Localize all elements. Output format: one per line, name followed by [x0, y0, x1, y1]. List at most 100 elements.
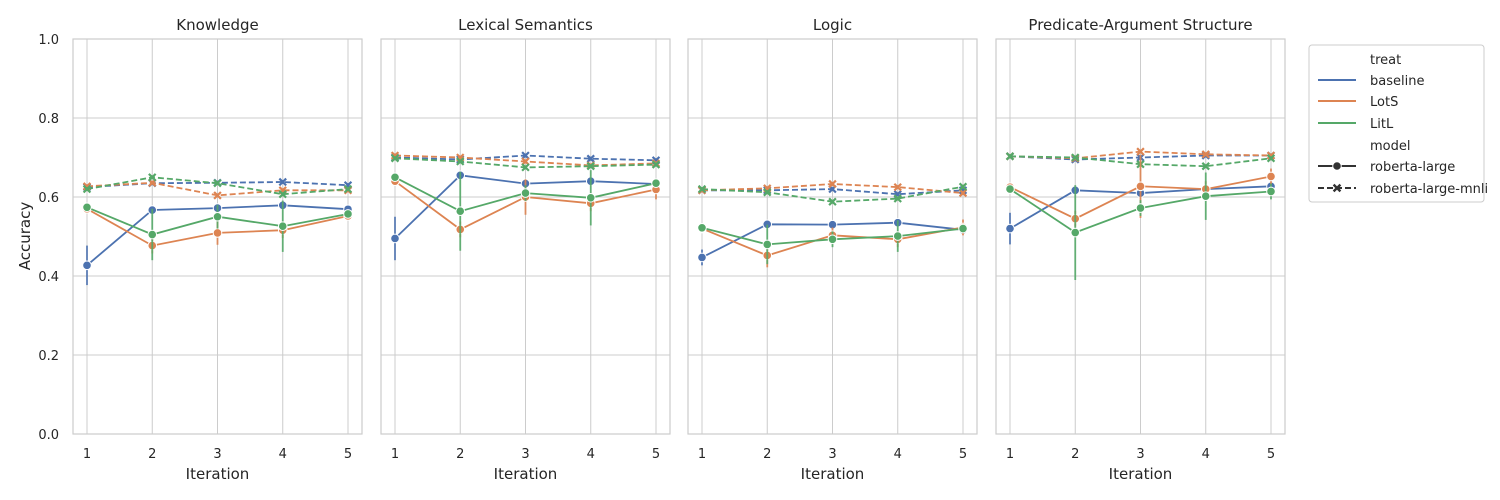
data-point [278, 190, 287, 199]
panel-0: Knowledge 1 2 3 4 5 Iteration 0.0 0.2 0.4 0.6 0.8 1.… [38, 16, 363, 483]
data-point [1266, 171, 1276, 182]
data-point [828, 197, 837, 206]
data-point [82, 202, 92, 213]
data-point [1005, 152, 1015, 161]
x-tick-label: 5 [344, 447, 352, 462]
x-tick-label: 3 [1136, 447, 1144, 462]
data-point [1005, 223, 1015, 234]
data-point [1266, 186, 1276, 197]
data-point [958, 223, 968, 234]
legend-label: roberta-large [1370, 160, 1455, 175]
legend-marker [1332, 161, 1342, 171]
data-point [1266, 151, 1276, 160]
data-point [390, 233, 400, 244]
y-tick-label: 1.0 [38, 33, 59, 48]
data-point [893, 182, 902, 192]
y-axis-label: Accuracy [16, 202, 34, 271]
data-point [697, 223, 707, 233]
legend-label: LotS [1370, 95, 1398, 110]
legend-title-model: model [1370, 139, 1410, 154]
x-tick-label: 2 [763, 447, 771, 462]
data-point [520, 188, 531, 198]
data-point [148, 173, 157, 182]
panel-frame [995, 38, 1286, 435]
x-tick-label: 1 [83, 447, 91, 462]
data-point [82, 184, 92, 194]
x-tick-label: 4 [279, 447, 287, 462]
series-LitL-roberta-large-mnli [82, 173, 353, 199]
data-point [892, 231, 903, 241]
panel-frame [72, 38, 363, 435]
data-point [147, 229, 158, 240]
data-point [343, 209, 353, 219]
legend-frame [1308, 44, 1485, 203]
legend-title-treat: treat [1370, 53, 1401, 68]
data-point [521, 163, 530, 172]
data-point [651, 160, 661, 169]
y-tick-label: 0.6 [38, 191, 59, 206]
y-tick-label: 0.4 [38, 270, 59, 285]
x-axis-label: Iteration [494, 465, 558, 483]
panel-3: Predicate-Argument Structure 1 2 3 4 5 Iterati… [995, 16, 1286, 483]
data-point [958, 188, 968, 198]
x-axis-label: Iteration [1109, 465, 1173, 483]
data-point [828, 179, 837, 189]
data-point [212, 228, 223, 238]
series-LitL-roberta-large [82, 200, 353, 261]
panel-frame [687, 38, 978, 435]
data-point [213, 191, 222, 200]
x-tick-label: 3 [213, 447, 221, 462]
x-tick-label: 2 [148, 447, 156, 462]
data-point [212, 211, 223, 222]
data-point [697, 252, 707, 263]
panel-title: Knowledge [176, 16, 258, 34]
legend: treat baseline LotS LitL model roberta-large r… [1308, 44, 1488, 203]
data-point [893, 194, 902, 203]
data-point [763, 188, 772, 197]
x-tick-label: 2 [456, 447, 464, 462]
data-point [1005, 184, 1015, 194]
data-point [1135, 203, 1146, 213]
x-tick-label: 2 [1071, 447, 1079, 462]
panel-title: Logic [813, 16, 852, 34]
data-point [213, 178, 222, 188]
data-point [586, 154, 595, 163]
data-point [278, 177, 287, 187]
panel-1: Lexical Semantics 1 2 3 4 5 Iteration [380, 16, 671, 483]
x-tick-label: 3 [521, 447, 529, 462]
series-LitL-roberta-large [1005, 172, 1276, 280]
data-point [958, 182, 968, 191]
legend-label: LitL [1370, 117, 1394, 132]
chart-panels: Knowledge 1 2 3 4 5 Iteration 0.0 0.2 0.4 0.6 0.8 1.… [38, 16, 1286, 483]
data-point [585, 192, 596, 203]
x-tick-label: 1 [391, 447, 399, 462]
series-LitL-roberta-large-mnli [390, 154, 661, 172]
series-LitL-roberta-large-mnli [697, 182, 968, 206]
legend-label: roberta-large-mnli [1370, 182, 1488, 197]
data-point [1201, 162, 1210, 171]
data-point [390, 154, 400, 163]
data-point [343, 184, 353, 194]
panel-frame [380, 38, 671, 435]
data-point [1071, 153, 1080, 162]
x-tick-label: 4 [1202, 447, 1210, 462]
data-point [1070, 227, 1081, 238]
x-tick-label: 4 [587, 447, 595, 462]
data-point [456, 157, 465, 166]
x-tick-label: 3 [828, 447, 836, 462]
data-point [1266, 154, 1276, 163]
panel-title: Lexical Semantics [458, 16, 593, 34]
data-point [586, 162, 595, 171]
data-point [697, 184, 707, 194]
x-tick-label: 5 [959, 447, 967, 462]
data-point [277, 221, 288, 232]
series-LitL-roberta-large [697, 220, 968, 265]
x-axis-label: Iteration [186, 465, 250, 483]
data-point [455, 206, 466, 217]
x-tick-label: 5 [1267, 447, 1275, 462]
data-point [82, 260, 92, 271]
data-point [1136, 147, 1145, 156]
panel-2: Logic 1 2 3 4 5 Iteration [687, 16, 978, 483]
data-point [390, 172, 400, 183]
